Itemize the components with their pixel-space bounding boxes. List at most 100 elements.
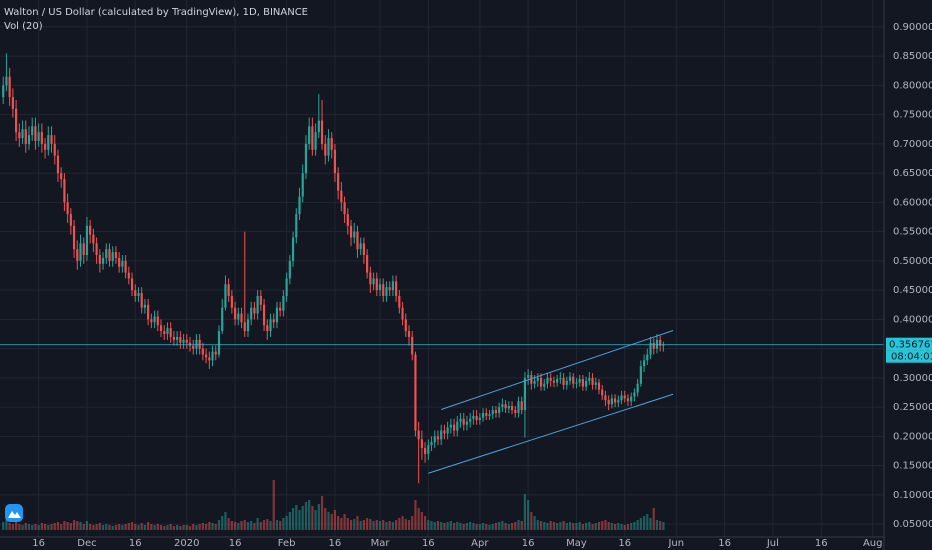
volume-bar xyxy=(298,510,301,530)
candle-body xyxy=(192,345,195,349)
candle-body xyxy=(282,295,285,311)
volume-bar xyxy=(375,520,378,530)
logo[interactable] xyxy=(5,504,23,522)
candle-body xyxy=(543,383,546,387)
volume-bar xyxy=(221,516,224,530)
logo-badge[interactable] xyxy=(5,504,23,522)
volume-bar xyxy=(214,524,217,530)
volume-bar xyxy=(610,523,613,530)
volume-bar xyxy=(121,525,124,530)
candle-body xyxy=(597,382,601,390)
volume-bar xyxy=(343,514,346,530)
candle-body xyxy=(610,398,613,405)
volume-bar xyxy=(163,526,166,530)
volume-bar xyxy=(417,508,420,530)
volume-bar xyxy=(324,508,327,530)
candle-body xyxy=(169,328,172,337)
candle-body xyxy=(420,439,423,449)
candle-body xyxy=(98,255,101,264)
candle-body xyxy=(481,412,485,418)
volume-bar xyxy=(626,524,630,530)
volume-bar xyxy=(475,524,478,530)
volume-bar xyxy=(601,521,604,530)
candle-body xyxy=(60,173,63,179)
volume-bar xyxy=(208,522,211,530)
volume-bar xyxy=(66,522,69,530)
volume-bar xyxy=(488,525,491,530)
candle-body xyxy=(156,316,159,326)
volume-bar xyxy=(291,508,295,530)
y-tick-label: 0.4000000 xyxy=(893,314,932,325)
volume-bar xyxy=(481,523,485,530)
volume-bar xyxy=(34,524,37,530)
volume-bar xyxy=(398,518,401,530)
volume-bar xyxy=(459,523,462,530)
volume-bar xyxy=(21,525,24,530)
volume-bar xyxy=(420,512,423,530)
logo-icon[interactable] xyxy=(8,511,21,518)
volume-bar xyxy=(446,522,449,530)
volume-bar xyxy=(140,523,143,530)
candle-body xyxy=(649,342,652,355)
candle-body xyxy=(50,135,53,144)
candle-body xyxy=(279,307,282,311)
candle-body xyxy=(485,412,488,416)
volume-bar xyxy=(211,523,214,530)
volume-bar xyxy=(366,518,369,530)
candle-body xyxy=(372,278,375,285)
volume-bar xyxy=(385,522,388,530)
candle-body xyxy=(552,380,556,383)
volume-bar xyxy=(56,522,60,530)
candle-body xyxy=(330,138,333,150)
candle-body xyxy=(642,360,646,367)
candle-body xyxy=(501,404,504,408)
candle-body xyxy=(398,295,401,308)
y-tick-label: 0.3000000 xyxy=(893,373,932,384)
volume-bar xyxy=(89,524,92,530)
volume-bar xyxy=(465,523,469,530)
candle-body xyxy=(137,293,140,296)
volume-bar xyxy=(272,480,275,530)
volume-bar xyxy=(76,521,79,530)
volume-bar xyxy=(646,514,649,530)
candle-body xyxy=(327,138,330,156)
candle-body xyxy=(27,135,31,144)
volume-bar xyxy=(217,520,221,530)
volume-bar xyxy=(288,512,291,530)
candle-body xyxy=(24,129,27,144)
candle-body xyxy=(40,132,43,144)
volume-bar xyxy=(649,518,652,530)
candle-body xyxy=(507,405,510,409)
y-tick-label: 0.1500000 xyxy=(893,461,932,472)
y-tick-label: 0.7000000 xyxy=(893,139,932,150)
candle-body xyxy=(652,342,655,349)
candle-body xyxy=(349,225,353,238)
volume-bar xyxy=(304,502,308,530)
candle-body xyxy=(230,295,233,308)
volume-bar xyxy=(101,525,105,530)
x-tick-label: 16 xyxy=(618,538,631,549)
candle-body xyxy=(253,307,256,314)
volume-bar xyxy=(359,521,362,530)
candle-body xyxy=(227,284,230,296)
volume-bar xyxy=(282,518,285,530)
candle-body xyxy=(324,143,327,156)
candle-body xyxy=(620,395,623,401)
candle-body xyxy=(533,380,536,384)
volume-bar xyxy=(549,521,552,530)
candle-body xyxy=(440,430,443,440)
candle-body xyxy=(623,395,626,399)
candle-body xyxy=(488,414,491,416)
candle-body xyxy=(446,427,449,434)
volume-bar xyxy=(240,521,243,530)
candle-body xyxy=(430,442,433,446)
volume-pane xyxy=(2,480,665,530)
volume-bar xyxy=(253,523,256,530)
volume-bar xyxy=(353,519,356,530)
volume-bar xyxy=(340,518,343,530)
volume-bar xyxy=(514,522,517,530)
volume-bar xyxy=(378,521,382,530)
candle-body xyxy=(43,143,47,150)
volume-bar xyxy=(614,524,617,530)
candle-body xyxy=(591,377,594,385)
